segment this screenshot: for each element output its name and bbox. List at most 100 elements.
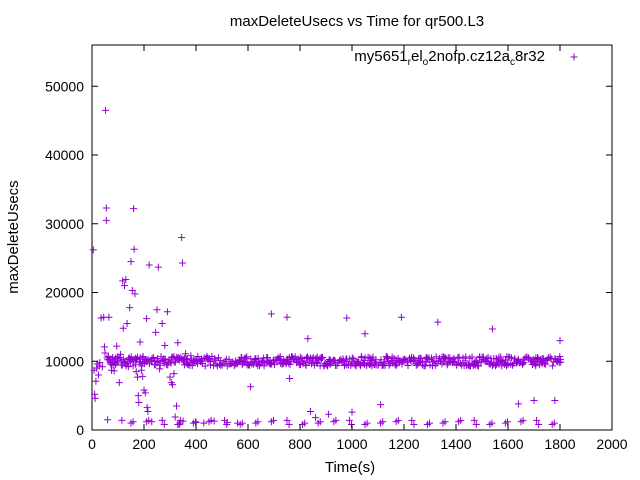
data-point bbox=[135, 399, 143, 406]
data-point bbox=[139, 372, 147, 380]
data-point bbox=[173, 402, 180, 410]
data-point bbox=[156, 365, 164, 373]
data-point bbox=[404, 362, 412, 370]
data-point bbox=[160, 421, 168, 428]
y-tick-label: 10000 bbox=[45, 353, 84, 369]
data-point bbox=[210, 417, 218, 425]
data-point bbox=[368, 356, 376, 364]
data-point bbox=[474, 362, 482, 370]
data-point bbox=[114, 357, 122, 365]
data-point bbox=[132, 360, 140, 368]
data-point bbox=[302, 360, 310, 368]
data-point bbox=[394, 416, 402, 424]
data-point bbox=[472, 421, 480, 428]
data-point bbox=[377, 356, 385, 364]
data-point bbox=[247, 383, 255, 391]
data-point bbox=[544, 354, 552, 362]
data-point bbox=[134, 373, 141, 381]
data-point bbox=[113, 359, 121, 367]
data-point bbox=[136, 338, 144, 346]
data-point bbox=[158, 319, 166, 327]
data-point bbox=[143, 403, 151, 411]
data-point bbox=[361, 330, 369, 338]
data-point bbox=[286, 360, 294, 368]
data-point bbox=[457, 416, 465, 424]
data-point bbox=[117, 350, 125, 358]
data-point bbox=[182, 350, 190, 358]
data-point bbox=[119, 324, 127, 332]
data-point bbox=[332, 416, 340, 424]
data-point bbox=[130, 205, 138, 213]
data-point bbox=[276, 352, 284, 360]
data-point bbox=[429, 358, 437, 366]
data-point bbox=[143, 315, 151, 323]
data-point bbox=[132, 368, 140, 376]
data-point bbox=[503, 418, 511, 426]
data-point bbox=[153, 306, 161, 314]
data-point bbox=[178, 259, 186, 267]
data-point bbox=[550, 419, 558, 427]
data-point bbox=[306, 407, 314, 415]
data-point bbox=[98, 363, 106, 371]
data-point bbox=[285, 421, 293, 428]
data-point bbox=[113, 342, 121, 350]
data-point bbox=[178, 234, 186, 241]
data-point bbox=[150, 361, 158, 369]
data-point bbox=[109, 356, 117, 364]
data-point bbox=[316, 418, 324, 426]
data-point bbox=[398, 360, 406, 368]
data-point bbox=[548, 362, 556, 370]
data-point bbox=[302, 362, 310, 370]
data-point bbox=[91, 394, 99, 402]
data-point bbox=[187, 352, 195, 360]
data-point bbox=[508, 354, 516, 362]
data-point bbox=[556, 337, 564, 345]
data-point bbox=[488, 325, 496, 333]
data-point bbox=[377, 401, 385, 409]
data-point bbox=[348, 408, 356, 416]
data-point bbox=[286, 374, 294, 382]
data-point bbox=[161, 341, 169, 349]
x-tick-label: 2000 bbox=[596, 436, 627, 452]
chart-title: maxDeleteUsecs vs Time for qr500.L3 bbox=[230, 13, 484, 30]
data-point bbox=[89, 246, 97, 254]
data-point bbox=[503, 353, 511, 361]
data-point bbox=[367, 355, 375, 363]
data-point bbox=[115, 379, 123, 387]
data-point bbox=[130, 245, 138, 253]
data-point bbox=[488, 419, 496, 427]
data-point bbox=[102, 216, 110, 224]
data-point bbox=[116, 354, 124, 362]
data-point bbox=[468, 353, 476, 361]
data-point bbox=[129, 418, 137, 426]
data-point bbox=[397, 313, 405, 321]
data-point bbox=[234, 419, 242, 427]
data-point bbox=[461, 357, 469, 365]
data-point bbox=[283, 313, 291, 321]
data-point bbox=[242, 354, 250, 362]
data-point bbox=[108, 360, 116, 368]
data-point bbox=[175, 421, 183, 428]
data-point bbox=[303, 353, 311, 361]
data-point bbox=[102, 204, 110, 212]
data-point bbox=[283, 416, 291, 424]
data-point bbox=[533, 416, 541, 424]
data-point bbox=[206, 361, 214, 369]
data-point bbox=[170, 370, 178, 378]
data-point bbox=[191, 418, 199, 426]
data-point bbox=[254, 418, 262, 426]
data-point bbox=[166, 373, 174, 381]
data-point bbox=[101, 349, 109, 357]
data-point bbox=[312, 414, 320, 422]
data-point bbox=[441, 418, 449, 426]
y-tick-label: 50000 bbox=[45, 78, 84, 94]
data-point bbox=[325, 355, 333, 363]
data-point bbox=[145, 261, 153, 269]
data-point bbox=[174, 339, 182, 347]
data-point bbox=[267, 310, 275, 318]
y-tick-label: 0 bbox=[76, 422, 84, 438]
data-point bbox=[501, 360, 509, 368]
y-tick-label: 40000 bbox=[45, 147, 84, 163]
data-point bbox=[194, 353, 202, 361]
